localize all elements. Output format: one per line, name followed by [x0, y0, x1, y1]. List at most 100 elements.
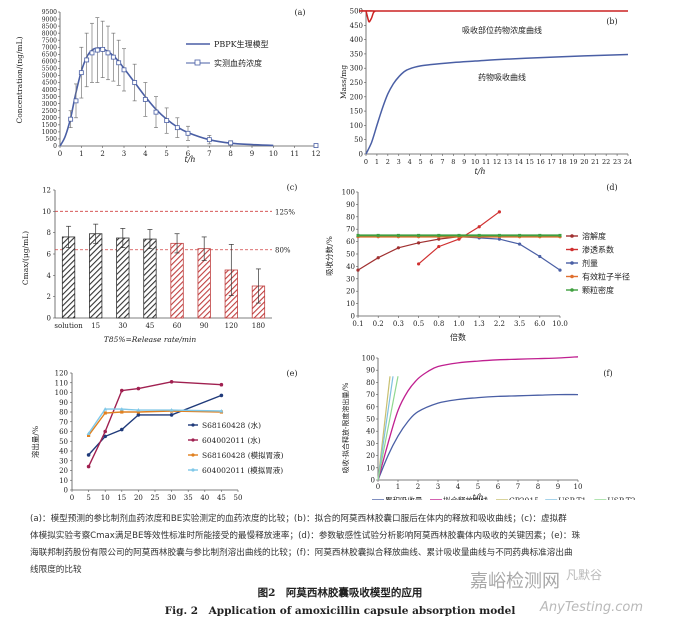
- d-ytick-label: 70: [346, 226, 355, 234]
- a-xtick-label: 3: [122, 150, 126, 158]
- b-xtick-label: 21: [591, 158, 599, 166]
- a-observed-point: [228, 140, 234, 146]
- c-ytick-label: 6: [47, 251, 52, 259]
- c-ytick-label: 0: [47, 315, 51, 323]
- a-ytick-label: 2000: [42, 115, 57, 122]
- e-legend-marker: [191, 438, 195, 442]
- b-annotation-abs: 药物吸收曲线: [478, 72, 526, 82]
- d-ytick-label: 90: [346, 201, 355, 209]
- a-observed-point: [78, 70, 84, 76]
- b-xtick-label: 23: [613, 158, 621, 166]
- e-ytick-label: 10: [59, 477, 68, 485]
- e-point: [120, 388, 124, 393]
- caption-line-1: (a)：模型预测的参比制剂血药浓度和BE实验测定的血药浓度的比较；(b)：拟合的…: [30, 514, 567, 524]
- a-legend-pbpk: PBPK生理模型: [214, 39, 269, 49]
- f-ylabel: 吸收-拟合释放-限度溶出量/%: [341, 382, 350, 473]
- f-ytick-label: 80: [366, 379, 375, 387]
- a-observed-point: [313, 143, 319, 148]
- d-legend-marker: [570, 288, 574, 292]
- a-xtick-label: 10: [269, 150, 278, 158]
- d-point: [538, 233, 542, 237]
- d-legend-marker: [570, 274, 574, 279]
- a-ytick-label: 3500: [42, 94, 57, 101]
- e-xtick-label: 0: [70, 494, 74, 500]
- b-ytick-label: 350: [350, 50, 363, 58]
- d-point: [497, 237, 501, 241]
- f-xtick-label: 6: [496, 483, 501, 491]
- b-ylabel: Mass/mg: [339, 65, 348, 99]
- b-ytick-label: 100: [350, 122, 363, 130]
- f-xtick-label: 0: [376, 483, 380, 491]
- d-xtick-label: 2.2: [494, 320, 505, 328]
- a-ytick-label: 7500: [42, 37, 57, 44]
- a-ytick-label: 500: [46, 136, 58, 143]
- d-point: [437, 237, 441, 241]
- b-ytick-label: 400: [350, 36, 363, 44]
- d-legend-label: 渗透系数: [582, 245, 614, 255]
- d-legend-label: 颗粒密度: [582, 285, 614, 295]
- e-point: [136, 413, 141, 417]
- d-point: [497, 233, 501, 237]
- e-point: [119, 407, 124, 411]
- a-observed-point: [121, 67, 127, 73]
- a-ytick-label: 8000: [42, 30, 57, 37]
- f-ytick-label: 30: [366, 440, 375, 448]
- a-observed-point: [84, 57, 90, 63]
- c-xlabel: T85%=Release rate/min: [104, 335, 197, 344]
- b-xtick-label: 6: [429, 158, 433, 166]
- watermark-badge: 凡默谷: [566, 568, 603, 582]
- b-xtick-label: 22: [602, 158, 610, 166]
- caption-line-3: 海联邦制药股份有限公司的阿莫西林胶囊与参比制剂溶出曲线的比较；(f)：阿莫西林胶…: [30, 548, 573, 558]
- b-xtick-label: 12: [493, 158, 501, 166]
- e-ytick-label: 110: [55, 379, 68, 387]
- c-bar: [170, 242, 184, 319]
- c-ytick-label: 12: [42, 187, 51, 195]
- d-legend-marker: [570, 261, 574, 265]
- e-xtick-label: 20: [134, 494, 143, 500]
- a-xtick-label: 7: [207, 150, 211, 158]
- d-xtick-label: 10.0: [552, 320, 568, 328]
- b-xtick-label: 9: [462, 158, 466, 166]
- e-xtick-label: 15: [117, 494, 126, 500]
- f-legend-label: 拟合释放曲线: [443, 495, 488, 500]
- a-ytick-label: 9000: [42, 16, 57, 23]
- a-xtick-label: 8: [228, 150, 232, 158]
- e-series-line: [87, 381, 222, 467]
- e-legend-label: S68160428 (模拟胃液): [202, 450, 284, 460]
- e-point: [86, 453, 91, 457]
- d-point: [457, 233, 461, 237]
- d-point: [437, 244, 441, 249]
- e-xtick-label: 50: [234, 494, 243, 500]
- e-xtick-label: 5: [86, 494, 90, 500]
- d-xtick-label: 0.8: [433, 320, 444, 328]
- d-xlabel: 倍数: [450, 332, 466, 342]
- f-xtick-label: 2: [416, 483, 420, 491]
- c-category-label: 45: [145, 322, 154, 330]
- c-ylabel: Cmax/(μg/mL): [21, 231, 30, 285]
- d-xtick-label: 1.0: [453, 320, 464, 328]
- a-xtick-label: 11: [290, 150, 299, 158]
- c-category-label: 120: [225, 322, 238, 330]
- e-point: [86, 431, 91, 435]
- c-bar: [61, 236, 76, 319]
- b-series-line: [365, 53, 629, 155]
- d-point: [356, 268, 360, 272]
- a-ytick-label: 4000: [42, 87, 57, 94]
- e-point: [103, 429, 107, 434]
- a-xtick-label: 0: [58, 150, 62, 158]
- f-legend-label: USP-T2: [607, 496, 635, 500]
- e-point: [136, 408, 141, 412]
- watermark-en: AnyTesting.com: [540, 600, 644, 615]
- f-legend-label: 累积吸收量: [385, 495, 423, 500]
- d-ytick-label: 20: [346, 288, 355, 296]
- c-category-label: 90: [200, 322, 209, 330]
- c-ytick-label: 2: [47, 293, 51, 301]
- a-ytick-label: 4500: [42, 80, 57, 87]
- d-legend-label: 溶解度: [582, 231, 606, 241]
- e-xtick-label: 35: [184, 494, 193, 500]
- f-xtick-label: 1: [396, 483, 400, 491]
- d-ytick-label: 30: [346, 275, 355, 283]
- c-bar: [116, 237, 130, 319]
- d-point: [558, 268, 562, 272]
- f-ytick-label: 20: [366, 452, 375, 460]
